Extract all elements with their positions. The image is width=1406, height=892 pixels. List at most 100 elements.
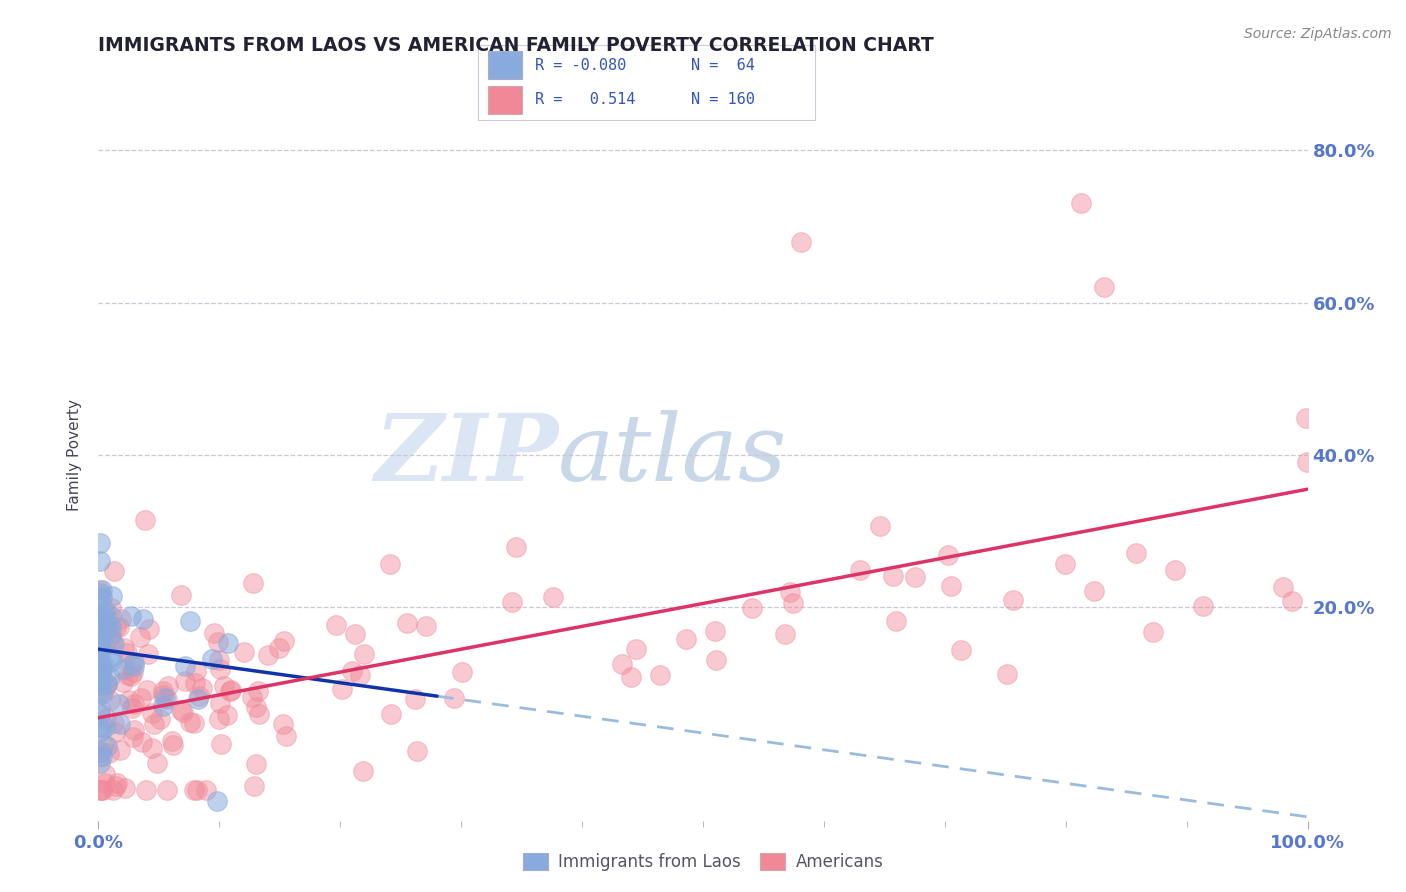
Point	[117, 668, 139, 682]
Point	[406, 744, 429, 758]
Point	[995, 667, 1018, 681]
Point	[89, 613, 111, 627]
Point	[90, 744, 112, 758]
Point	[257, 648, 280, 662]
Point	[242, 575, 264, 590]
Point	[451, 665, 474, 679]
Point	[93, 638, 115, 652]
Point	[89, 583, 111, 598]
Point	[704, 652, 727, 666]
Point	[1092, 280, 1115, 294]
Point	[115, 646, 138, 660]
Point	[105, 776, 128, 790]
Point	[93, 610, 115, 624]
Point	[904, 570, 927, 584]
Point	[96, 677, 118, 691]
Point	[101, 654, 124, 668]
Point	[675, 632, 697, 646]
Point	[779, 584, 801, 599]
Point	[208, 697, 231, 711]
Point	[104, 725, 127, 739]
Point	[208, 712, 231, 726]
Point	[96, 739, 118, 754]
Point	[141, 706, 163, 721]
Point	[276, 729, 298, 743]
Point	[89, 554, 111, 568]
Point	[89, 644, 111, 658]
Point	[1191, 599, 1213, 613]
Point	[183, 715, 205, 730]
Point	[884, 614, 907, 628]
Point	[89, 783, 111, 797]
Point	[104, 779, 127, 793]
Point	[91, 582, 114, 597]
Point	[648, 668, 671, 682]
Point	[152, 684, 174, 698]
Point	[101, 633, 124, 648]
Point	[89, 669, 111, 683]
Point	[610, 657, 633, 671]
Point	[134, 513, 156, 527]
Point	[352, 764, 374, 778]
Point	[208, 662, 231, 676]
Point	[93, 605, 115, 619]
FancyBboxPatch shape	[488, 87, 522, 113]
Point	[89, 657, 111, 671]
Point	[136, 647, 159, 661]
Point	[138, 622, 160, 636]
Text: atlas: atlas	[558, 410, 787, 500]
Point	[89, 631, 111, 645]
Point	[132, 612, 155, 626]
Point	[941, 579, 963, 593]
Text: R =   0.514: R = 0.514	[536, 93, 636, 107]
Point	[110, 612, 132, 626]
Point	[221, 683, 243, 698]
Point	[156, 692, 179, 706]
Point	[89, 658, 111, 673]
Point	[330, 681, 353, 696]
Point	[89, 686, 111, 700]
Point	[91, 657, 114, 671]
FancyBboxPatch shape	[488, 52, 522, 78]
Point	[89, 677, 111, 691]
Point	[170, 588, 193, 602]
Point	[124, 723, 146, 737]
Point	[89, 632, 111, 647]
Point	[247, 684, 270, 698]
Point	[108, 717, 131, 731]
Point	[201, 651, 224, 665]
Point	[89, 586, 111, 600]
Point	[849, 563, 872, 577]
Point	[160, 734, 183, 748]
Point	[950, 643, 973, 657]
Point	[135, 682, 157, 697]
Point	[162, 738, 184, 752]
Point	[89, 637, 111, 651]
Point	[190, 681, 212, 696]
Point	[89, 663, 111, 677]
Point	[89, 639, 111, 653]
Point	[101, 650, 124, 665]
Point	[94, 676, 117, 690]
Point	[179, 714, 201, 729]
Point	[741, 600, 763, 615]
Point	[108, 620, 131, 634]
Point	[152, 699, 174, 714]
Point	[91, 608, 114, 623]
Point	[122, 658, 145, 673]
Point	[96, 677, 118, 691]
Point	[89, 670, 111, 684]
Point	[91, 665, 114, 679]
Point	[186, 783, 208, 797]
Point	[100, 608, 122, 623]
Point	[89, 631, 111, 645]
Point	[209, 737, 232, 751]
Point	[89, 592, 111, 607]
Point	[122, 665, 145, 680]
Point	[340, 664, 363, 678]
Point	[98, 631, 121, 645]
Point	[98, 746, 121, 760]
Point	[143, 716, 166, 731]
Text: N = 160: N = 160	[690, 93, 755, 107]
Point	[100, 601, 122, 615]
